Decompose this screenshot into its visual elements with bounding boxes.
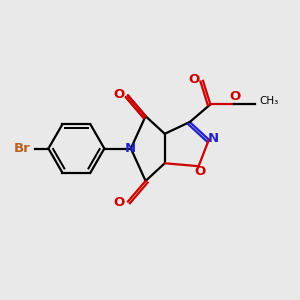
Text: CH₃: CH₃ [259,96,278,106]
Text: Br: Br [14,142,31,155]
Text: O: O [113,196,125,209]
Text: N: N [125,142,136,155]
Text: O: O [194,165,206,178]
Text: O: O [113,88,125,100]
Text: O: O [188,73,200,86]
Text: O: O [229,91,240,103]
Text: N: N [208,132,219,145]
